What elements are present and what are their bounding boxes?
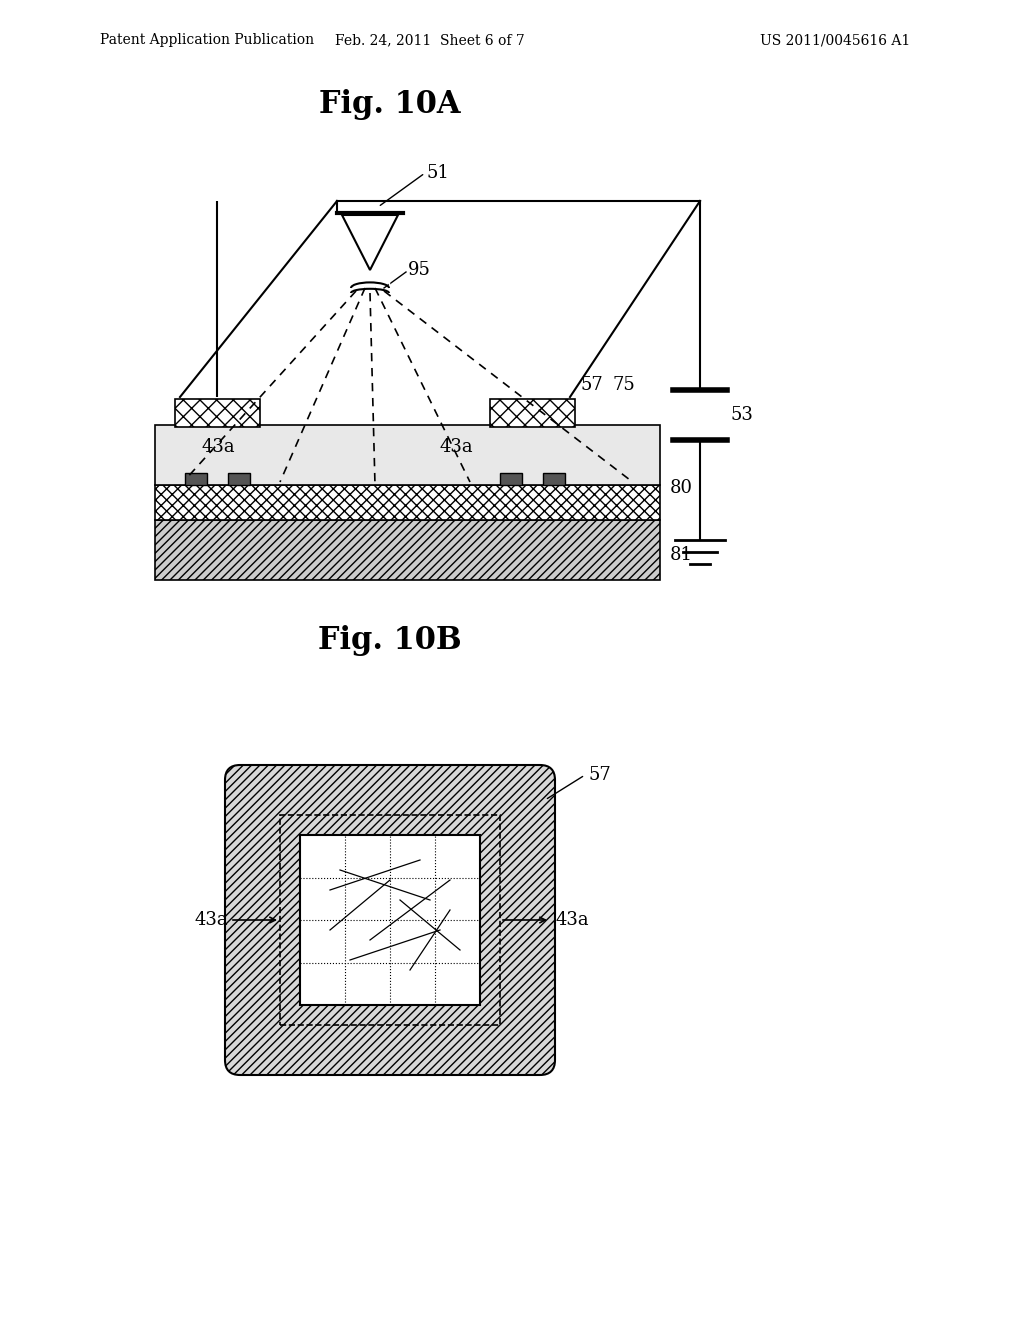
Text: 80: 80: [670, 479, 693, 498]
Text: Feb. 24, 2011  Sheet 6 of 7: Feb. 24, 2011 Sheet 6 of 7: [335, 33, 525, 48]
Bar: [490, 399, 575, 426]
Text: 57: 57: [588, 766, 610, 784]
Bar: [300, 836, 480, 1005]
FancyBboxPatch shape: [225, 766, 555, 1074]
Bar: [543, 473, 565, 484]
Text: 57: 57: [580, 376, 603, 393]
Bar: [155, 484, 660, 520]
Text: 75: 75: [613, 376, 636, 393]
Bar: [185, 473, 207, 484]
Text: Patent Application Publication: Patent Application Publication: [100, 33, 314, 48]
Bar: [500, 473, 522, 484]
Bar: [228, 473, 250, 484]
Text: Fig. 10B: Fig. 10B: [318, 624, 462, 656]
Text: 43a: 43a: [440, 438, 474, 455]
Text: 51: 51: [427, 164, 450, 182]
Text: 53: 53: [730, 407, 753, 424]
Text: 43a: 43a: [195, 911, 228, 929]
Bar: [155, 520, 660, 579]
Text: 81: 81: [670, 546, 693, 564]
Text: 43a: 43a: [202, 438, 236, 455]
Bar: [155, 520, 660, 579]
Text: US 2011/0045616 A1: US 2011/0045616 A1: [760, 33, 910, 48]
Text: 43a: 43a: [555, 911, 589, 929]
Bar: [175, 399, 260, 426]
Bar: [155, 425, 660, 484]
Text: 95: 95: [408, 261, 431, 279]
Bar: [280, 814, 500, 1026]
Text: Fig. 10A: Fig. 10A: [319, 90, 461, 120]
Polygon shape: [342, 215, 398, 271]
